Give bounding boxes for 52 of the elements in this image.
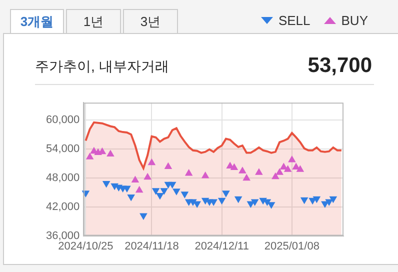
point (300, 197, 308, 204)
point (102, 180, 110, 188)
point (201, 171, 210, 178)
point (296, 165, 304, 172)
chart-title: 주가추이, 내부자거래 (35, 58, 169, 76)
x-tick-label: 2025/01/08 (264, 240, 320, 252)
point (329, 196, 338, 204)
x-tick-label: 2024/11/18 (124, 240, 179, 252)
point (86, 152, 94, 160)
point (288, 156, 296, 162)
point (184, 169, 193, 176)
point (164, 162, 172, 170)
legend-label: BUY (341, 13, 368, 28)
point (234, 196, 242, 204)
point (172, 188, 180, 196)
y-tick-label: 48,000 (46, 172, 80, 184)
point (218, 198, 226, 205)
point (148, 158, 156, 166)
point (168, 182, 176, 189)
text: 53,700 (308, 54, 372, 78)
legend-label: SELL (278, 13, 310, 28)
x-tick-label: 2024/12/11 (194, 240, 249, 252)
point (127, 194, 135, 202)
text: 3개월 (10, 9, 64, 34)
point (106, 150, 114, 156)
y-tick-label: 36,000 (46, 230, 80, 242)
text: 1년 (66, 9, 121, 34)
text: 3년 (123, 9, 178, 34)
point (284, 165, 292, 172)
point (131, 176, 140, 183)
point (222, 190, 230, 198)
y-tick-label: 54,000 (46, 142, 80, 155)
point (250, 199, 259, 206)
point (144, 172, 152, 180)
point (312, 196, 321, 204)
point (238, 166, 246, 174)
point (152, 188, 160, 195)
point (160, 188, 168, 195)
y-tick-label: 42,000 (46, 200, 80, 213)
x-tick-label: 2024/10/25 (58, 240, 114, 252)
point (255, 168, 263, 175)
point (140, 213, 148, 220)
point (272, 172, 280, 180)
point (276, 168, 284, 175)
y-tick-label: 60,000 (46, 114, 80, 126)
point (123, 186, 131, 193)
point (292, 162, 300, 170)
point (210, 199, 218, 206)
point (242, 174, 250, 181)
point (156, 193, 164, 200)
point (230, 163, 238, 170)
point (180, 192, 189, 198)
